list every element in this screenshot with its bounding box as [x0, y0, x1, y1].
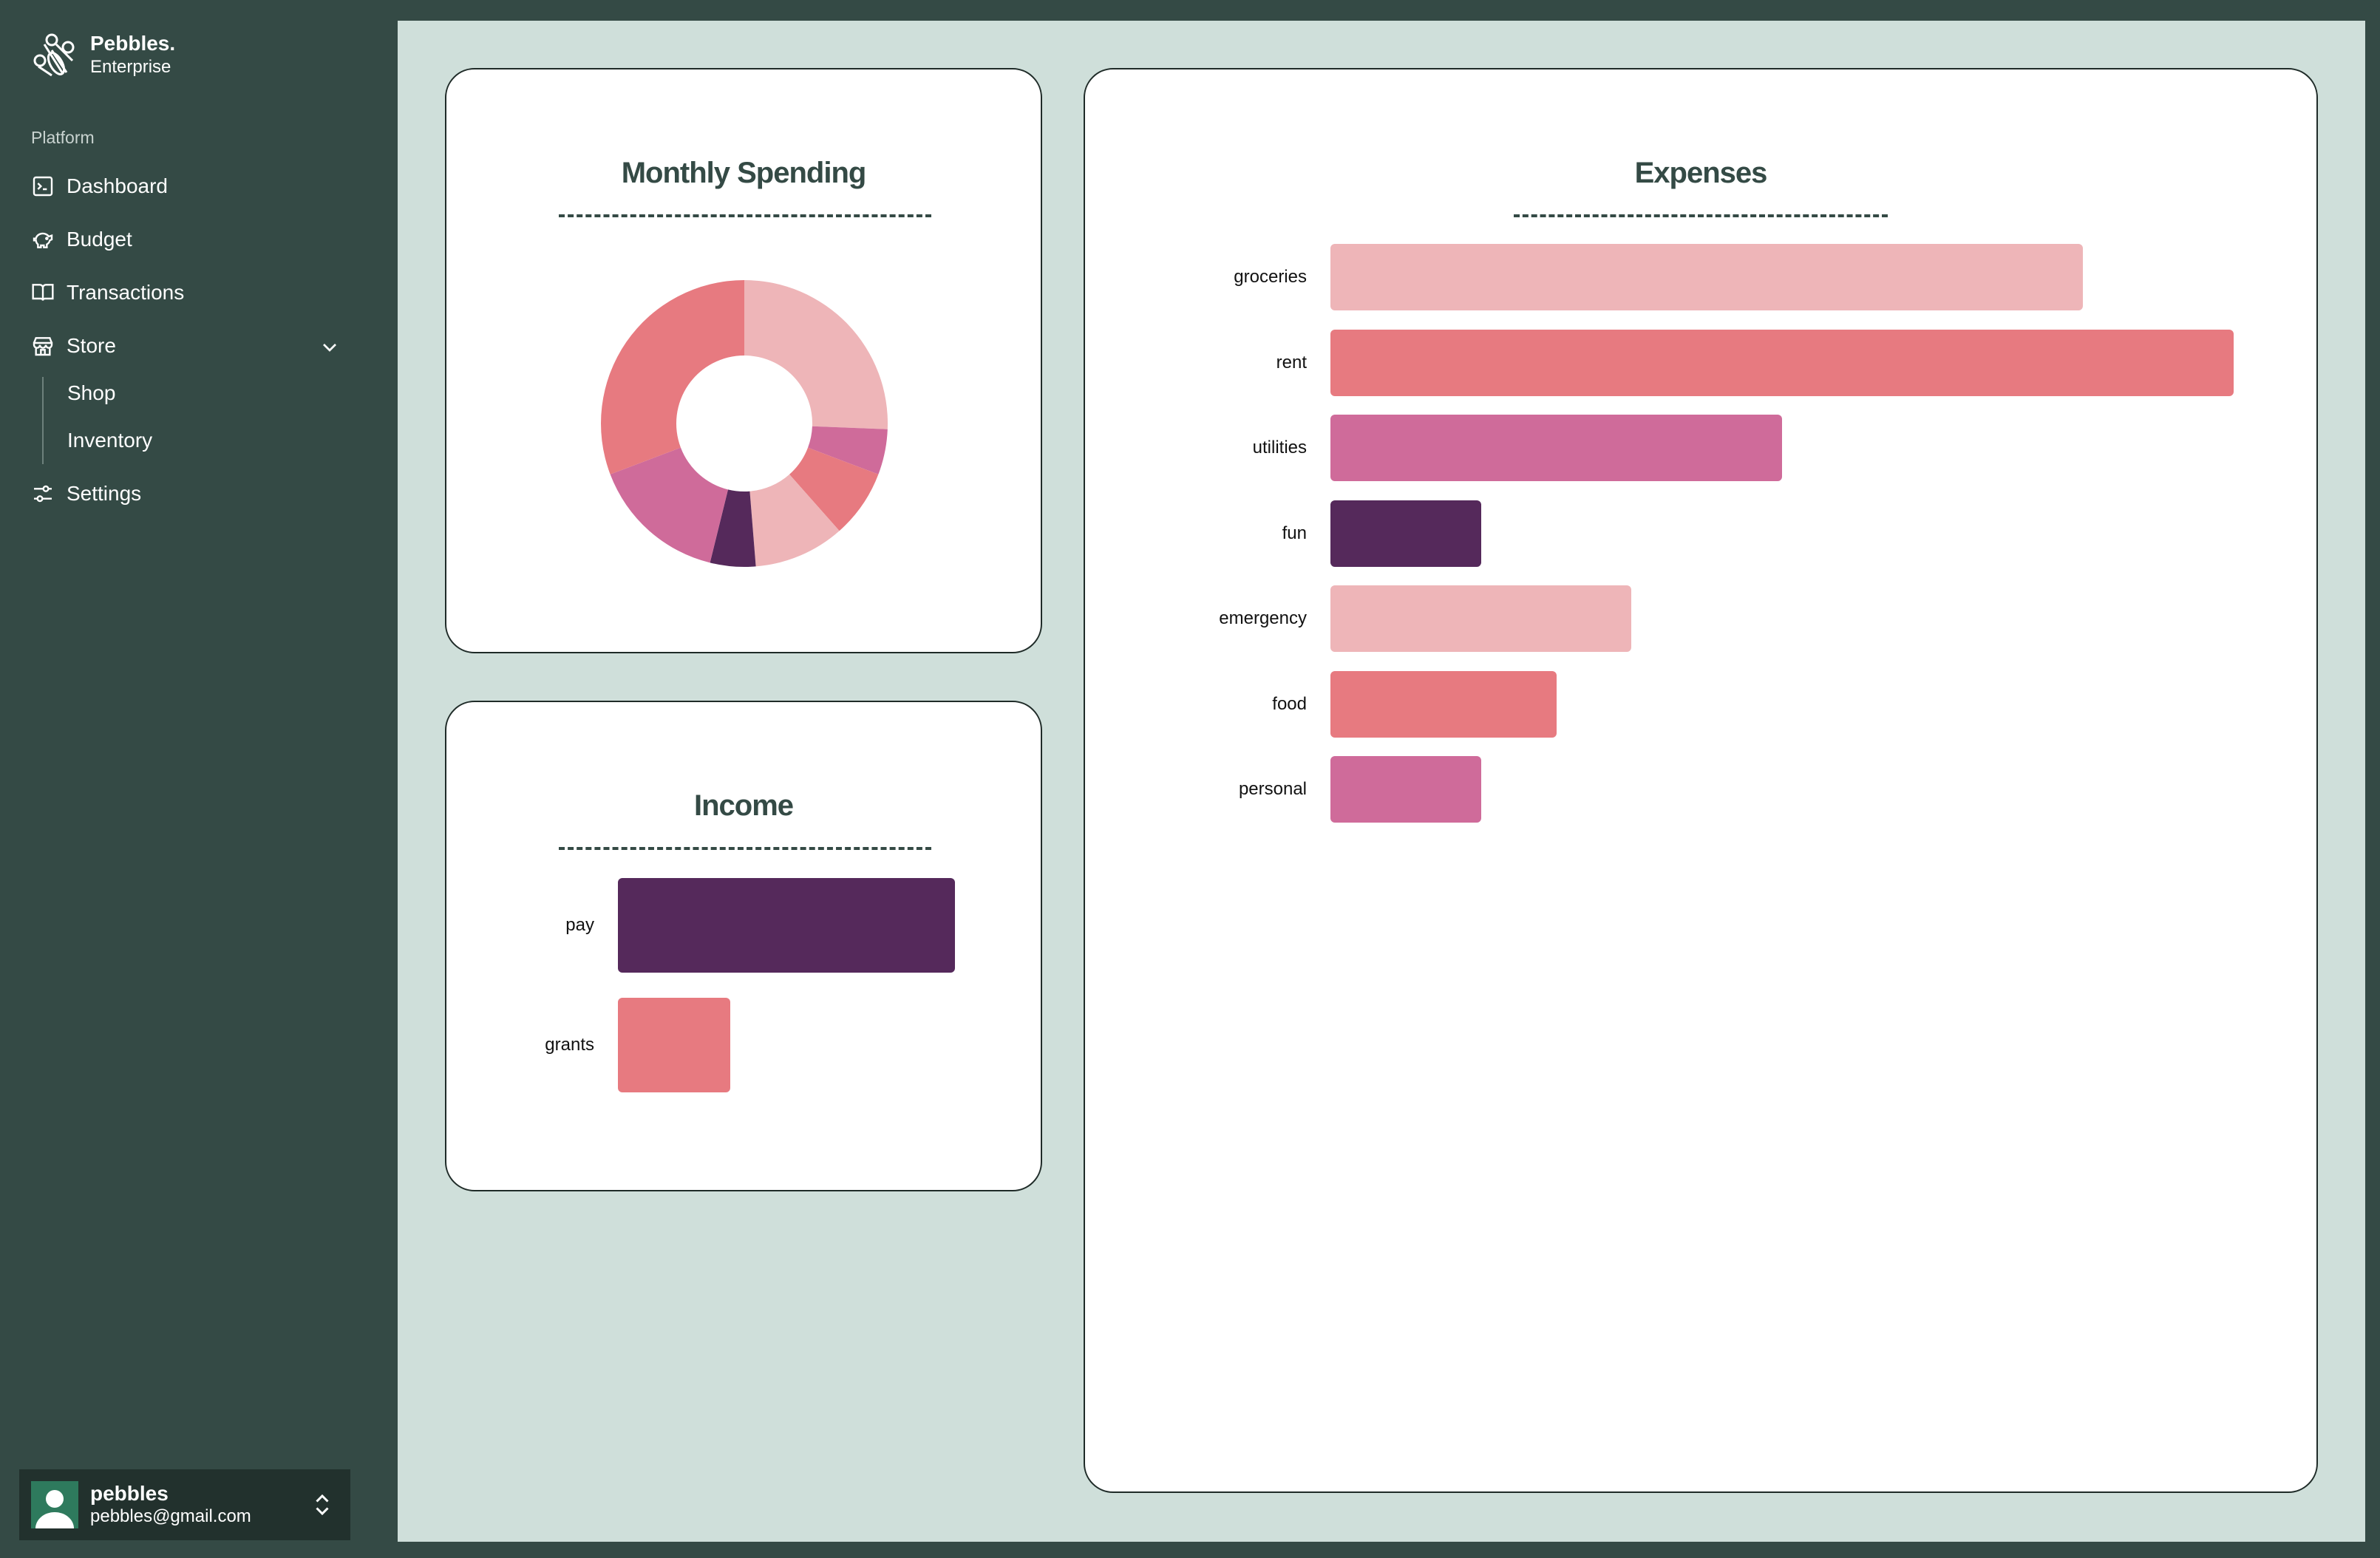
- piggy-bank-icon: [31, 228, 55, 251]
- sidebar-item-label: Budget: [67, 228, 132, 251]
- bar-label-utilities: utilities: [1252, 438, 1307, 457]
- bar-rent: [1330, 329, 2234, 396]
- bar-label-groceries: groceries: [1234, 267, 1307, 287]
- brand[interactable]: Pebbles. Enterprise: [30, 31, 175, 81]
- bar-label-food: food: [1272, 693, 1307, 714]
- bar-food: [1330, 670, 1557, 738]
- sidebar-item-budget[interactable]: Budget: [31, 225, 132, 254]
- book-open-icon: [31, 281, 55, 305]
- expenses-card: Expenses groceries rent utilities fun emerge…: [1084, 68, 2318, 1493]
- submenu-divider: [42, 377, 44, 464]
- donut-slice-rent: [601, 280, 744, 474]
- bar-pay: [618, 878, 955, 973]
- donut-slice-groceries: [744, 280, 888, 429]
- bar-utilities: [1330, 415, 1782, 481]
- bar-groceries: [1330, 244, 2084, 310]
- donut-slice-utilities: [610, 447, 728, 563]
- user-avatar-icon: [35, 1490, 74, 1528]
- bar-fun: [1330, 500, 1481, 567]
- donut-slice-fun: [710, 489, 756, 567]
- monthly-spending-card: Monthly Spending: [445, 68, 1042, 653]
- user-name: pebbles: [90, 1482, 169, 1505]
- brand-subtitle: Enterprise: [90, 57, 171, 77]
- bar-label-emergency: emergency: [1219, 608, 1307, 628]
- donut-slice-emergency: [749, 474, 840, 567]
- user-menu[interactable]: pebbles pebbles@gmail.com: [19, 1469, 350, 1540]
- expenses-title: Expenses: [1634, 157, 1768, 189]
- title-divider: [559, 214, 931, 217]
- terminal-square-icon: [31, 174, 55, 198]
- sidebar-item-label: Settings: [67, 482, 142, 505]
- sidebar-item-transactions[interactable]: Transactions: [31, 278, 184, 307]
- title-divider: [1514, 214, 1888, 217]
- bar-label-pay: pay: [565, 915, 594, 935]
- bar-personal: [1330, 756, 1481, 823]
- sidebar-item-label: Transactions: [67, 281, 185, 304]
- main-content: Monthly Spending Income pay grants Expens…: [398, 21, 2365, 1542]
- sidebar-subitem-shop[interactable]: Shop: [67, 381, 116, 404]
- bar-grants: [618, 998, 730, 1092]
- bar-label-personal: personal: [1238, 779, 1307, 799]
- avatar: [31, 1481, 78, 1528]
- income-card: Income pay grants: [445, 701, 1042, 1191]
- chevrons-up-down-icon[interactable]: [309, 1491, 336, 1518]
- pebbles-logo-icon: [33, 33, 75, 77]
- bar-label-rent: rent: [1276, 352, 1307, 373]
- sidebar-item-label: Store: [67, 334, 116, 357]
- bar-label-fun: fun: [1282, 523, 1307, 543]
- sliders-icon: [31, 482, 55, 506]
- sidebar-item-label: Dashboard: [67, 174, 168, 197]
- donut-slice-personal: [808, 426, 888, 474]
- monthly-spending-donut-chart: [601, 280, 888, 567]
- bar-emergency: [1330, 585, 1632, 652]
- brand-name: Pebbles.: [90, 32, 176, 55]
- sidebar-item-store[interactable]: Store: [31, 331, 116, 361]
- sidebar-subitem-inventory[interactable]: Inventory: [67, 429, 153, 452]
- income-title: Income: [693, 789, 794, 822]
- monthly-spending-title: Monthly Spending: [621, 157, 867, 189]
- expenses-bar-chart: groceries rent utilities fun emergency food pe…: [1085, 69, 2316, 1491]
- chevron-down-icon[interactable]: [318, 336, 341, 359]
- store-icon: [31, 334, 55, 358]
- bar-label-grants: grants: [545, 1035, 594, 1055]
- sidebar-item-dashboard[interactable]: Dashboard: [31, 171, 168, 201]
- nav-section-label: Platform: [31, 128, 95, 147]
- sidebar: Pebbles. Enterprise Platform Dashboard B…: [0, 0, 398, 1558]
- sidebar-item-settings[interactable]: Settings: [31, 479, 141, 508]
- user-email: pebbles@gmail.com: [90, 1506, 251, 1526]
- title-divider: [559, 847, 931, 850]
- income-bar-chart: pay grants: [446, 702, 1041, 1190]
- donut-slice-food: [789, 447, 879, 531]
